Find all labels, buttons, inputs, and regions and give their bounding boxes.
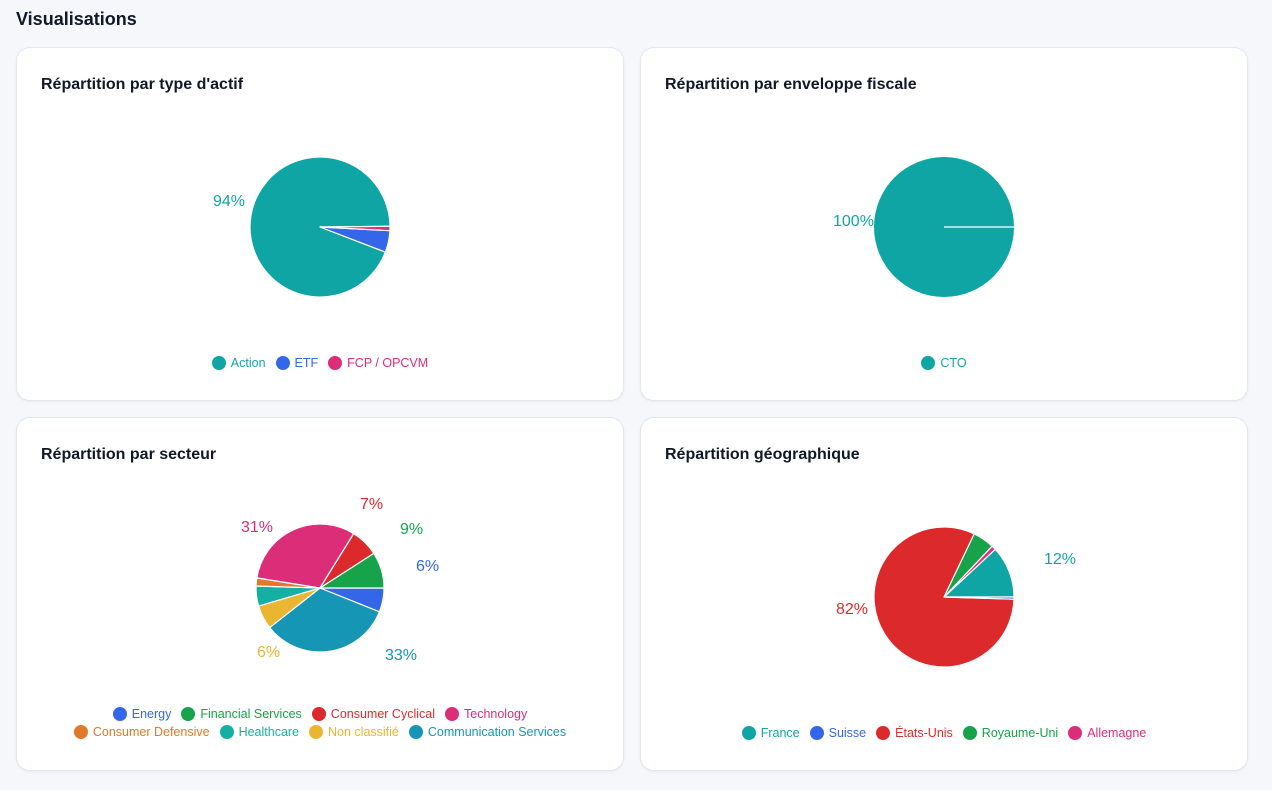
legend-row: Consumer Defensive Healthcare Non classifi… [17, 725, 623, 739]
chart-legend: CTO [641, 356, 1247, 370]
legend-label: Action [230, 356, 266, 370]
pie-percent-label: 9% [400, 521, 423, 538]
pie-percent-label: 12% [1044, 551, 1076, 568]
legend-label: États-Unis [895, 726, 953, 740]
legend-item[interactable]: Allemagne [1068, 726, 1146, 740]
legend-item[interactable]: Consumer Cyclical [311, 707, 435, 721]
legend-label: Healthcare [238, 725, 300, 739]
legend-label: Non classifié [328, 725, 399, 739]
legend-label: Technology [464, 707, 528, 721]
legend-item[interactable]: France [741, 726, 800, 740]
legend-item[interactable]: Royaume-Uni [962, 726, 1059, 740]
legend-row: Action ETF FCP / OPCVM [17, 356, 623, 370]
legend-item[interactable]: CTO [921, 356, 967, 370]
chart-title: Répartition par secteur [41, 446, 217, 463]
page-title: Visualisations [16, 9, 137, 29]
chart-title: Répartition géographique [665, 446, 860, 463]
legend-color-dot [921, 356, 936, 370]
chart-card-asset-type: Répartition par type d'actif 94% Action E… [16, 47, 624, 401]
pie-slice[interactable] [319, 225, 391, 232]
legend-row: CTO [641, 356, 1247, 370]
legend-label: Communication Services [427, 725, 567, 739]
pie-chart[interactable]: 12% 82% [641, 418, 1249, 772]
legend-color-dot [1068, 726, 1083, 740]
chart-card-sector: Répartition par secteur 6% 33% 6% 31% 7% 9% E… [16, 417, 624, 771]
legend-item[interactable]: Non classifié [309, 725, 399, 739]
pie-slice[interactable] [269, 587, 381, 653]
chart-title: Répartition par type d'actif [41, 76, 244, 93]
legend-color-dot [962, 726, 977, 740]
chart-card-geo: Répartition géographique 12% 82% France Su… [640, 417, 1248, 771]
legend-label: ETF [294, 356, 319, 370]
chart-legend: Energy Financial Services Consumer Cyclica… [17, 707, 623, 739]
legend-item[interactable]: États-Unis [876, 726, 953, 740]
legend-item[interactable]: Communication Services [408, 725, 567, 739]
legend-label: FCP / OPCVM [347, 356, 429, 370]
legend-color-dot [211, 356, 226, 370]
legend-label: Allemagne [1087, 726, 1147, 740]
legend-color-dot [741, 726, 756, 740]
pie-chart[interactable]: 100% [641, 48, 1249, 402]
pie-percent-label: 100% [833, 213, 874, 230]
legend-item[interactable]: Action [211, 356, 266, 370]
pie-percent-label: 7% [360, 496, 383, 513]
legend-item[interactable]: Technology [445, 707, 527, 721]
legend-color-dot [275, 356, 290, 370]
pie-chart[interactable]: 94% [17, 48, 625, 402]
legend-color-dot [181, 707, 196, 721]
legend-color-dot [408, 725, 423, 739]
legend-label: Consumer Defensive [92, 725, 210, 739]
chart-legend: Action ETF FCP / OPCVM [17, 356, 623, 370]
chart-card-tax-wrapper: Répartition par enveloppe fiscale 100% C… [640, 47, 1248, 401]
legend-color-dot [311, 707, 326, 721]
legend-label: Energy [131, 707, 172, 721]
chart-legend: France Suisse États-Unis Royaume-Uni Allemag… [641, 726, 1247, 740]
pie-percent-label: 33% [385, 647, 417, 664]
legend-color-dot [112, 707, 127, 721]
legend-label: Consumer Cyclical [330, 707, 435, 721]
legend-item[interactable]: FCP / OPCVM [328, 356, 428, 370]
legend-color-dot [309, 725, 324, 739]
legend-label: Financial Services [200, 707, 302, 721]
pie-percent-label: 6% [257, 644, 280, 661]
legend-label: Royaume-Uni [981, 726, 1059, 740]
legend-color-dot [876, 726, 891, 740]
legend-color-dot [73, 725, 88, 739]
pie-chart[interactable]: 6% 33% 6% 31% 7% 9% [17, 418, 625, 772]
chart-title: Répartition par enveloppe fiscale [665, 76, 917, 93]
legend-item[interactable]: ETF [275, 356, 319, 370]
legend-color-dot [219, 725, 234, 739]
legend-row: Energy Financial Services Consumer Cyclica… [17, 707, 623, 721]
pie-percent-label: 82% [836, 601, 868, 618]
legend-item[interactable]: Energy [112, 707, 172, 721]
legend-color-dot [445, 707, 459, 721]
legend-item[interactable]: Healthcare [219, 725, 300, 739]
legend-color-dot [328, 356, 343, 370]
legend-item[interactable]: Consumer Defensive [73, 725, 210, 739]
legend-label: Suisse [828, 726, 867, 740]
pie-slice[interactable] [319, 552, 385, 589]
pie-slice[interactable] [943, 596, 1015, 600]
legend-item[interactable]: Financial Services [181, 707, 302, 721]
pie-percent-label: 6% [416, 558, 439, 575]
legend-color-dot [809, 726, 824, 740]
legend-label: France [760, 726, 800, 740]
legend-label: CTO [940, 356, 967, 370]
pie-percent-label: 31% [241, 519, 273, 536]
legend-row: France Suisse États-Unis Royaume-Uni Allemag… [641, 726, 1247, 740]
pie-percent-label: 94% [213, 193, 245, 210]
legend-item[interactable]: Suisse [809, 726, 867, 740]
